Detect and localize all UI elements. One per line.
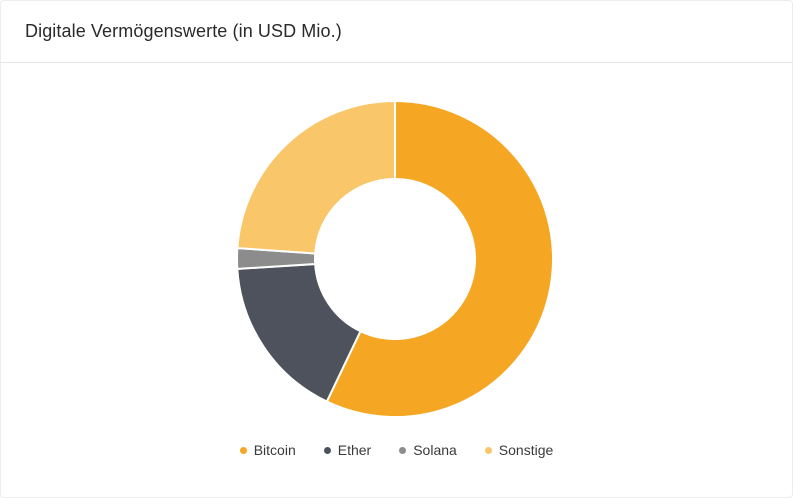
legend-marker <box>239 446 247 454</box>
legend-label: Solana <box>413 442 457 458</box>
legend-marker <box>484 446 492 454</box>
donut-chart <box>236 99 554 418</box>
legend-label: Ether <box>337 442 372 458</box>
chart-legend: Bitcoin Ether Solana Sonstige <box>1 442 792 458</box>
legend-marker <box>323 446 331 454</box>
legend-item-ether[interactable]: Ether <box>323 442 372 458</box>
chart-area <box>1 64 792 424</box>
donut-slice-bitcoin[interactable] <box>325 99 554 418</box>
donut-slice-sonstige[interactable] <box>236 99 396 255</box>
card-header: Digitale Vermögenswerte (in USD Mio.) <box>1 1 792 63</box>
legend-item-sonstige[interactable]: Sonstige <box>484 442 554 458</box>
legend-label: Sonstige <box>498 442 554 458</box>
legend-item-solana[interactable]: Solana <box>399 442 457 458</box>
legend-label: Bitcoin <box>253 442 296 458</box>
donut-slice-ether[interactable] <box>236 262 362 403</box>
legend-marker <box>399 446 407 454</box>
legend-item-bitcoin[interactable]: Bitcoin <box>239 442 296 458</box>
chart-title: Digitale Vermögenswerte (in USD Mio.) <box>25 21 342 41</box>
